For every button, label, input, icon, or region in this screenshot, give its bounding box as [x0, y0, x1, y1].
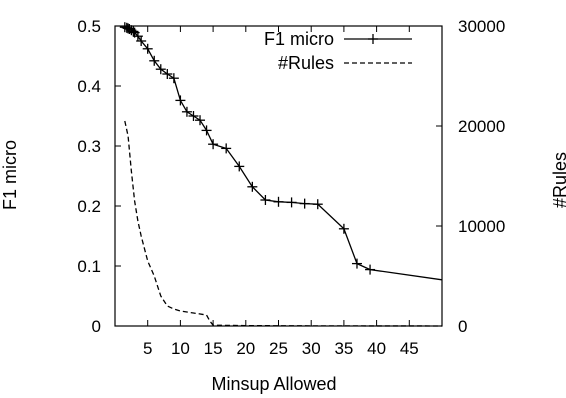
data-point-marker: [128, 26, 139, 37]
data-point-marker: [247, 181, 258, 192]
x-tick-label: 20: [236, 339, 255, 358]
y-left-tick-label: 0.1: [77, 257, 101, 276]
data-point-marker: [155, 64, 166, 75]
data-point-marker: [175, 95, 186, 106]
data-point-marker: [273, 196, 284, 207]
y-axis-left-label: F1 micro: [0, 140, 20, 210]
legend-label: F1 micro: [264, 29, 334, 49]
series-line-rules: [124, 120, 442, 327]
data-point-marker: [299, 198, 310, 209]
y-axis-right-label: #Rules: [550, 152, 566, 208]
x-tick-label: 45: [400, 339, 419, 358]
data-point-marker: [365, 264, 376, 275]
data-point-marker: [188, 111, 199, 121]
series: [119, 22, 442, 327]
data-point-marker: [312, 199, 323, 210]
x-tick-label: 40: [367, 339, 386, 358]
data-point-marker: [221, 143, 232, 154]
y-left-tick-label: 0.3: [77, 137, 101, 156]
legend: F1 micro #Rules: [264, 29, 412, 73]
x-tick-label: 35: [334, 339, 353, 358]
data-point-marker: [208, 139, 219, 150]
y-left-tick-label: 0.2: [77, 197, 101, 216]
x-tick-label: 5: [143, 339, 152, 358]
data-point-marker: [142, 43, 153, 54]
data-point-marker: [201, 125, 212, 136]
data-point-marker: [162, 69, 173, 79]
data-point-marker: [136, 36, 147, 46]
x-tick-label: 30: [302, 339, 321, 358]
y-left-tick-label: 0: [92, 317, 101, 336]
data-point-marker: [286, 197, 297, 208]
y-left-tick-label: 0.5: [77, 17, 101, 36]
y-right-tick-label: 10000: [458, 217, 505, 236]
data-point-marker: [195, 115, 206, 126]
y-left-tick-label: 0.4: [77, 77, 101, 96]
data-point-marker: [149, 55, 160, 66]
x-tick-label: 15: [204, 339, 223, 358]
data-point-marker: [168, 73, 179, 84]
x-tick-label: 10: [171, 339, 190, 358]
y-right-tick-label: 20000: [458, 117, 505, 136]
data-point-marker: [234, 161, 245, 172]
data-point-marker: [351, 258, 362, 269]
x-axis-label: Minsup Allowed: [211, 374, 336, 394]
legend-label: #Rules: [278, 53, 334, 73]
axes: 5 10 15 20 25 30 35 40 45 0 0.1 0.2 0.3 0.4 0.5 0 10000 2…: [77, 17, 505, 358]
x-tick-label: 25: [269, 339, 288, 358]
y-right-tick-label: 30000: [458, 17, 505, 36]
data-point-marker: [260, 195, 271, 205]
y-right-tick-label: 0: [458, 317, 467, 336]
data-point-marker: [181, 106, 192, 117]
data-point-marker: [338, 223, 349, 234]
